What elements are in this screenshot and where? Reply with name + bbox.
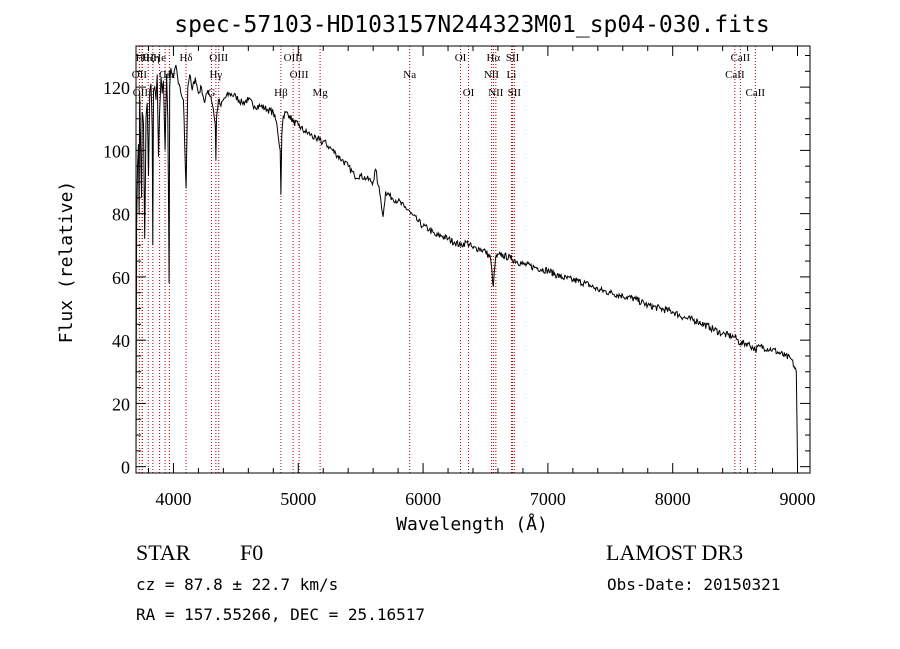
line-label-27: CaII: [746, 87, 766, 99]
y-tick-label: 120: [103, 78, 130, 98]
line-label-3: Hζ: [142, 52, 155, 64]
line-label-10: Hγ: [209, 69, 222, 81]
coordinates: RA = 157.55266, DEC = 25.16517: [136, 605, 425, 624]
line-label-25: CaII: [725, 69, 745, 81]
line-label-2: OIII: [133, 87, 152, 99]
line-label-22: Li: [507, 69, 517, 81]
line-label-16: Na: [403, 69, 416, 81]
chart-title: spec-57103-HD103157N244323M01_sp04-030.f…: [174, 12, 769, 38]
x-tick-label: 8000: [655, 489, 691, 509]
line-label-24: SII: [508, 87, 522, 99]
line-label-9: G: [208, 87, 216, 99]
line-label-6: Ca: [159, 69, 171, 81]
spectral-line-markers: [138, 46, 756, 473]
y-axis-label: Flux (relative): [56, 181, 77, 344]
line-label-14: OIII: [290, 69, 309, 81]
line-label-4: Hη: [146, 52, 160, 64]
line-label-17: OI: [455, 52, 467, 64]
x-tick-label: 7000: [530, 489, 566, 509]
flux-spectrum-line: [135, 64, 798, 467]
line-label-8: Hδ: [179, 52, 192, 64]
y-tick-label: 40: [112, 331, 130, 351]
y-tick-label: 80: [112, 205, 130, 225]
y-tick-label: 20: [112, 394, 130, 414]
observation-date: Obs-Date: 20150321: [607, 575, 780, 594]
y-tick-label: 0: [121, 458, 130, 478]
line-label-19: NII: [484, 69, 500, 81]
line-label-11: OIII: [209, 52, 228, 64]
x-tick-label: 9000: [780, 489, 816, 509]
spectral-line-labels: HθOIIOIIIHζHηHeCaHεHδGHγOIIIHβOIIIOIIIMg…: [132, 52, 766, 99]
line-label-13: OIII: [284, 52, 303, 64]
line-label-20: Hα: [486, 52, 500, 64]
redshift-velocity: cz = 87.8 ± 22.7 km/s: [136, 575, 338, 594]
axes: 4000 5000 6000 7000 8000 9000 0 20 40 60 80 100 120: [103, 46, 816, 509]
line-label-5: He: [153, 52, 166, 64]
x-tick-label: 4000: [155, 489, 191, 509]
plot-frame: [135, 45, 811, 474]
x-tick-label: 6000: [405, 489, 441, 509]
line-label-21: NII: [488, 87, 504, 99]
line-label-23: SII: [506, 52, 520, 64]
object-subclass: F0: [240, 540, 263, 565]
line-label-18: OI: [463, 87, 475, 99]
y-tick-label: 100: [103, 141, 130, 161]
object-class: STAR: [136, 540, 191, 565]
x-tick-label: 5000: [280, 489, 316, 509]
line-label-15: Mg: [312, 87, 328, 99]
line-label-1: OII: [132, 69, 148, 81]
x-axis-label: Wavelength (Å): [396, 513, 548, 535]
line-label-12: Hβ: [274, 87, 288, 99]
line-label-26: CaII: [731, 52, 751, 64]
survey-name: LAMOST DR3: [606, 540, 743, 565]
y-tick-label: 60: [112, 268, 130, 288]
